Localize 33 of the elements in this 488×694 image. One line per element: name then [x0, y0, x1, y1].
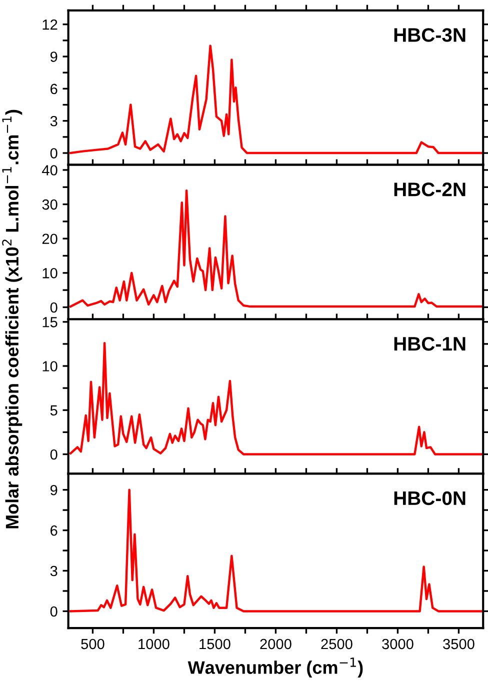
- y-tick-label: 0: [50, 302, 58, 313]
- y-tick-label: 5: [50, 405, 58, 416]
- y-tick-label: 0: [50, 606, 58, 617]
- x-tick-label: 3000: [382, 638, 414, 650]
- y-tick-label: 40: [42, 165, 58, 176]
- x-tick-label: 2000: [260, 638, 292, 650]
- y-tick-label: 10: [42, 361, 58, 372]
- y-tick-label: 6: [50, 84, 58, 94]
- y-tick-label: 3: [50, 566, 58, 576]
- y-tick-label: 9: [50, 484, 58, 496]
- y-tick-label: 12: [42, 19, 58, 30]
- line-series: [70, 44, 484, 154]
- y-tick-label: 30: [42, 199, 58, 210]
- y-tick-label: 15: [42, 317, 58, 328]
- x-tick-label: 3500: [443, 638, 474, 650]
- y-tick-label: 6: [50, 525, 58, 536]
- x-tick-label: 500: [81, 638, 104, 650]
- y-tick-label: 10: [42, 268, 58, 278]
- y-tick-label: 0: [50, 449, 58, 460]
- x-axis-title: Wavenumber (cm$^{−1}$): [188, 658, 363, 678]
- annotation: HBC-3N: [394, 28, 466, 42]
- annotation: HBC-2N: [394, 182, 466, 196]
- y-axis-title: Molar absorption coefficient (x10$^{2}$ L.mol$^{−1}$.cm$^{−1}$): [2, 110, 22, 528]
- y-tick-label: 9: [50, 52, 58, 62]
- annotation: HBC-1N: [394, 336, 466, 351]
- annotation: HBC-0N: [394, 491, 466, 506]
- x-tick-label: 1500: [200, 638, 230, 650]
- y-tick-label: 0: [50, 148, 58, 158]
- x-tick-label: 1000: [138, 638, 170, 650]
- line-series: [70, 488, 484, 612]
- x-tick-label: 2500: [321, 638, 352, 650]
- y-tick-label: 20: [42, 234, 58, 244]
- y-tick-label: 3: [50, 116, 58, 126]
